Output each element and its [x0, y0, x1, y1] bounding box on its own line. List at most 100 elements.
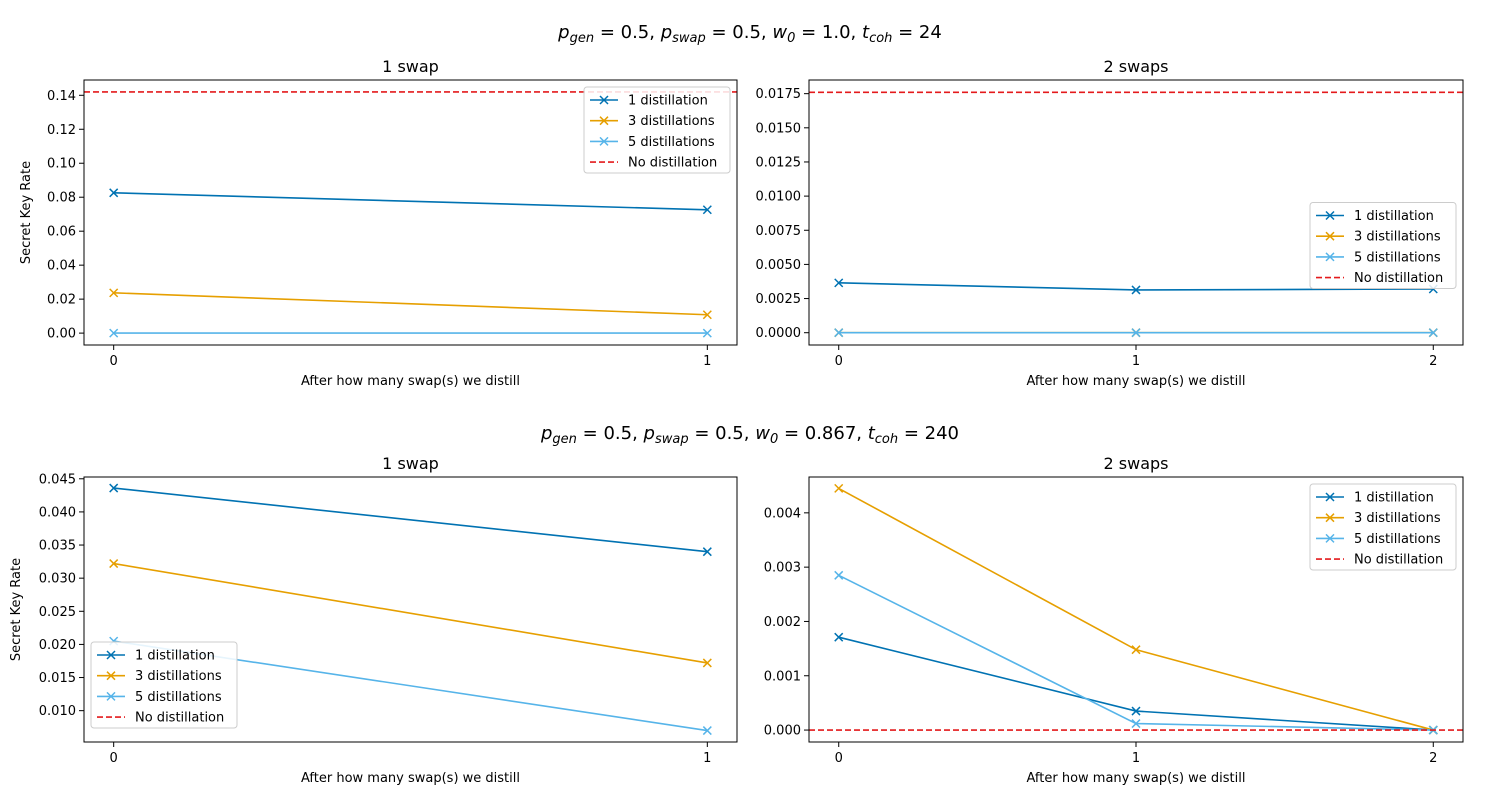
y-tick-label: 0.004: [764, 506, 801, 521]
x-tick-label: 0: [835, 751, 843, 766]
series-point-marker: [1428, 328, 1438, 338]
y-tick-label: 0.0125: [756, 155, 802, 170]
legend-marker: [106, 671, 116, 681]
series-line-2: [113, 292, 708, 316]
y-tick-label: 0.020: [39, 638, 76, 653]
legend: 1 distillation 3 distillations 5 distillat…: [1309, 202, 1457, 289]
row-title-1: pgen = 0.5, pswap = 0.5, w0 = 1.0, tcoh …: [557, 22, 942, 46]
row-title-part: t: [862, 22, 870, 43]
row-title-part: swap: [655, 432, 689, 447]
legend-marker: [599, 136, 609, 146]
y-tick-label: 0.0150: [756, 121, 802, 136]
row-title-part: w: [755, 423, 770, 444]
axes-frame: [83, 79, 738, 346]
legend-marker: [106, 691, 116, 701]
legend-label: No distillation: [1354, 271, 1443, 286]
row-title-part: coh: [875, 432, 898, 447]
legend-label: 5 distillations: [1354, 250, 1441, 265]
series-line-3: [838, 574, 1434, 731]
row-title-part: = 1.0,: [795, 22, 862, 43]
row-title-part: coh: [869, 31, 892, 46]
legend-marker: [1325, 231, 1335, 241]
legend-label: 5 distillations: [135, 690, 222, 705]
row-title-part: t: [868, 423, 876, 444]
legend-label: 5 distillations: [628, 135, 715, 150]
legend-label: 3 distillations: [1354, 511, 1441, 526]
y-tick-label: 0.000: [764, 724, 801, 739]
row-title-part: = 0.5,: [689, 423, 756, 444]
x-axis-label: After how many swap(s) we distill: [301, 374, 520, 389]
panel-title: 2 swaps: [1104, 57, 1169, 76]
series-point-marker: [109, 188, 119, 198]
row-title-part: = 0.5,: [577, 423, 644, 444]
legend-frame: [90, 641, 238, 729]
row-title-part: gen: [570, 31, 595, 46]
legend-label: 3 distillations: [135, 669, 222, 684]
y-tick-label: 0.12: [47, 123, 76, 138]
y-tick-label: 0.10: [47, 157, 76, 172]
series-point-marker: [834, 632, 844, 642]
y-tick-label: 0.0050: [756, 258, 802, 273]
row-title-part: w: [772, 22, 787, 43]
series-point-marker: [702, 205, 712, 215]
row-title-part: swap: [672, 31, 706, 46]
series-line-1: [838, 636, 1434, 731]
legend-marker: [1325, 513, 1335, 523]
x-tick-label: 1: [1132, 354, 1140, 369]
plot-area: [809, 91, 1463, 338]
axes-frame: [808, 79, 1464, 346]
y-tick-label: 0.015: [39, 671, 76, 686]
x-tick-label: 1: [703, 354, 711, 369]
y-axis-label: Secret Key Rate: [19, 161, 34, 264]
legend-marker: [1325, 252, 1335, 262]
panel-title: 2 swaps: [1104, 454, 1169, 473]
y-tick-label: 0.02: [47, 293, 76, 308]
legend-frame: [1309, 483, 1457, 571]
row-title-part: p: [557, 22, 569, 43]
legend-marker: [1325, 492, 1335, 502]
series-point-marker: [834, 278, 844, 288]
legend-marker: [1325, 533, 1335, 543]
legend-label: 1 distillation: [1354, 209, 1434, 224]
series-line-1: [113, 487, 708, 553]
y-tick-label: 0.003: [764, 561, 801, 576]
row-title-part: p: [643, 423, 655, 444]
x-axis-label: After how many swap(s) we distill: [301, 771, 520, 786]
x-tick-label: 0: [835, 354, 843, 369]
axes-frame: [808, 476, 1464, 743]
series-point-marker: [109, 288, 119, 298]
series-point-marker: [834, 570, 844, 580]
row-title-part: = 0.5,: [706, 22, 773, 43]
series-point-marker: [1131, 719, 1141, 729]
y-tick-label: 0.0100: [756, 190, 802, 205]
x-tick-label: 1: [1132, 751, 1140, 766]
y-tick-label: 0.001: [764, 669, 801, 684]
y-tick-label: 0.025: [39, 605, 76, 620]
series-point-marker: [834, 483, 844, 493]
y-tick-label: 0.002: [764, 615, 801, 630]
row-title-part: 0: [770, 432, 778, 447]
series-point-marker: [702, 547, 712, 557]
panel-title: 1 swap: [382, 57, 439, 76]
legend-label: No distillation: [135, 711, 224, 726]
y-tick-label: 0.040: [39, 505, 76, 520]
series-point-marker: [109, 483, 119, 493]
y-tick-label: 0.0025: [756, 292, 802, 307]
row-title-part: p: [540, 423, 552, 444]
x-tick-label: 2: [1429, 354, 1437, 369]
series-point-marker: [1131, 645, 1141, 655]
row-title-part: = 0.867,: [778, 423, 868, 444]
x-axis-label: After how many swap(s) we distill: [1026, 771, 1245, 786]
series-point-marker: [109, 328, 119, 338]
y-tick-label: 0.00: [47, 327, 76, 342]
x-tick-label: 0: [110, 751, 118, 766]
row-title-part: gen: [552, 432, 577, 447]
series-point-marker: [1131, 706, 1141, 716]
legend: 1 distillation 3 distillations 5 distillat…: [90, 641, 238, 729]
plot-area: [809, 483, 1463, 735]
y-tick-label: 0.06: [47, 225, 76, 240]
series-point-marker: [1131, 328, 1141, 338]
y-tick-label: 0.045: [39, 472, 76, 487]
panel-title: 1 swap: [382, 454, 439, 473]
